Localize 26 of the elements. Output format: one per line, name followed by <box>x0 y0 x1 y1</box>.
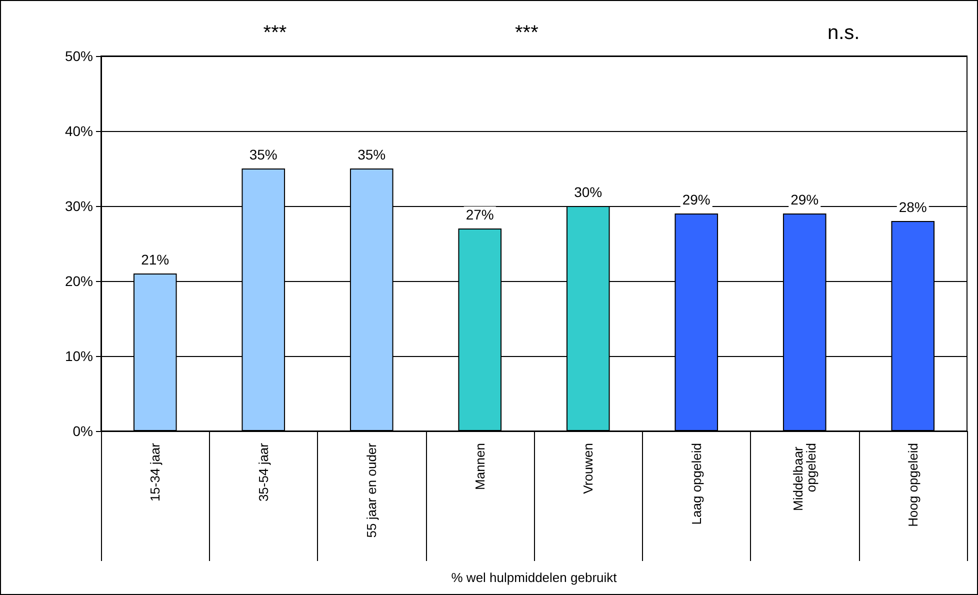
x-tick-label: Laag opgeleid <box>688 443 704 525</box>
y-tick-label: 30% <box>64 198 93 214</box>
x-tick-label: Mannen <box>472 443 488 490</box>
data-label: 35% <box>358 146 386 162</box>
x-tick-label: Hoog opgeleid <box>905 443 920 527</box>
data-label: 28% <box>898 199 927 215</box>
data-label: 29% <box>682 192 710 208</box>
y-tick-label: 50% <box>64 48 93 64</box>
x-tick-label: 35-54 jaar <box>256 442 271 502</box>
text: n.s. <box>827 22 860 44</box>
text: *** <box>263 22 287 44</box>
x-tick-label: 15-34 jaar <box>148 442 163 502</box>
y-tick-label: 0% <box>72 423 93 439</box>
y-tick-label: 20% <box>64 273 93 289</box>
x-axis-title: % wel hulpmiddelen gebruikt <box>451 570 618 585</box>
data-label: 35% <box>249 146 278 162</box>
x-tick-label: Middelbaar opgeleid <box>790 443 819 511</box>
x-tick-label: 55 jaar en ouder <box>364 442 380 538</box>
y-tick-label: 40% <box>64 123 93 139</box>
y-tick-label: 10% <box>64 348 93 364</box>
data-label: 27% <box>466 206 494 222</box>
data-label: 29% <box>790 192 819 208</box>
text: *** <box>515 22 539 44</box>
data-label: 30% <box>574 184 602 200</box>
data-label: 21% <box>141 252 170 268</box>
x-tick-label: Vrouwen <box>580 443 596 494</box>
